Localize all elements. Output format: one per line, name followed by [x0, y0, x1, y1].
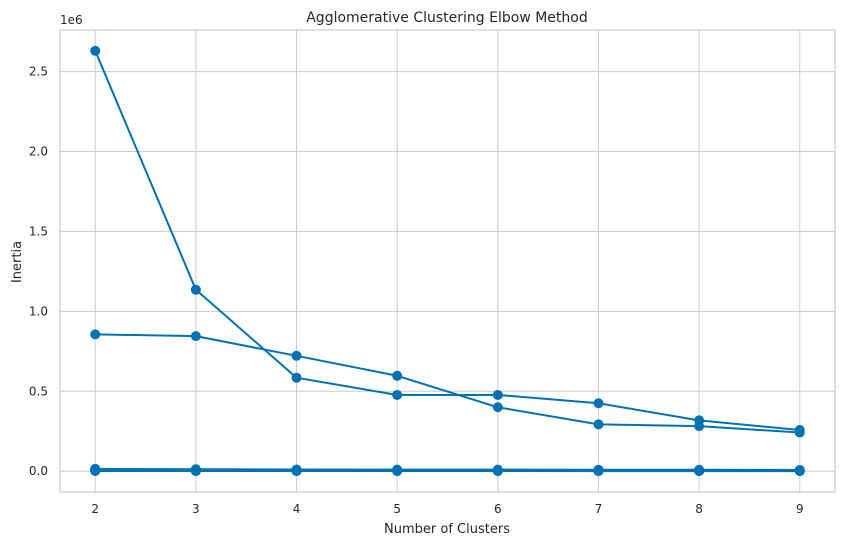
x-tick-label: 5 [393, 502, 401, 516]
data-point [492, 466, 503, 477]
x-tick-label: 4 [293, 502, 301, 516]
y-offset-label: 1e6 [60, 13, 83, 27]
data-point [392, 466, 403, 477]
x-axis-title: Number of Clusters [384, 522, 510, 537]
y-tick-label: 1.0 [29, 304, 48, 318]
x-tick-label: 7 [595, 502, 603, 516]
x-tick-label: 9 [796, 502, 804, 516]
series-7 [90, 466, 805, 477]
data-point [392, 389, 403, 400]
data-point [593, 398, 604, 409]
y-tick-label: 2.5 [29, 65, 48, 79]
plot-frame [59, 29, 836, 493]
y-tick-labels: 0.0 0.5 1.0 1.5 2.0 2.5 [29, 65, 48, 479]
data-point [190, 284, 201, 295]
data-point [90, 466, 101, 477]
series-line [95, 333, 800, 434]
data-point [291, 372, 302, 383]
data-point [694, 421, 705, 432]
series-2 [90, 329, 805, 438]
data-point [492, 389, 503, 400]
y-axis-title: Inertia [10, 241, 25, 283]
x-tick-label: 6 [494, 502, 502, 516]
data-point [291, 350, 302, 361]
x-tick-labels: 2 3 4 5 6 7 8 9 [91, 502, 803, 516]
data-point [492, 402, 503, 413]
data-point [593, 466, 604, 477]
data-point [392, 370, 403, 381]
data-point [90, 45, 101, 56]
data-point [794, 427, 805, 438]
chart-title: Agglomerative Clustering Elbow Method [306, 10, 588, 26]
plot-background [60, 30, 835, 492]
x-tick-label: 3 [192, 502, 200, 516]
data-point [694, 466, 705, 477]
y-tick-label: 0.0 [29, 464, 48, 478]
data-point [190, 466, 201, 477]
y-tick-label: 1.5 [29, 224, 48, 238]
y-tick-label: 2.0 [29, 144, 48, 158]
data-point [190, 331, 201, 342]
series-layer [90, 45, 805, 477]
series-1 [90, 45, 805, 435]
data-point [90, 329, 101, 340]
data-point [593, 419, 604, 430]
x-tick-label: 2 [91, 502, 99, 516]
data-point [291, 466, 302, 477]
data-point [794, 466, 805, 477]
y-tick-label: 0.5 [29, 384, 48, 398]
x-tick-label: 8 [695, 502, 703, 516]
series-line [94, 50, 800, 431]
